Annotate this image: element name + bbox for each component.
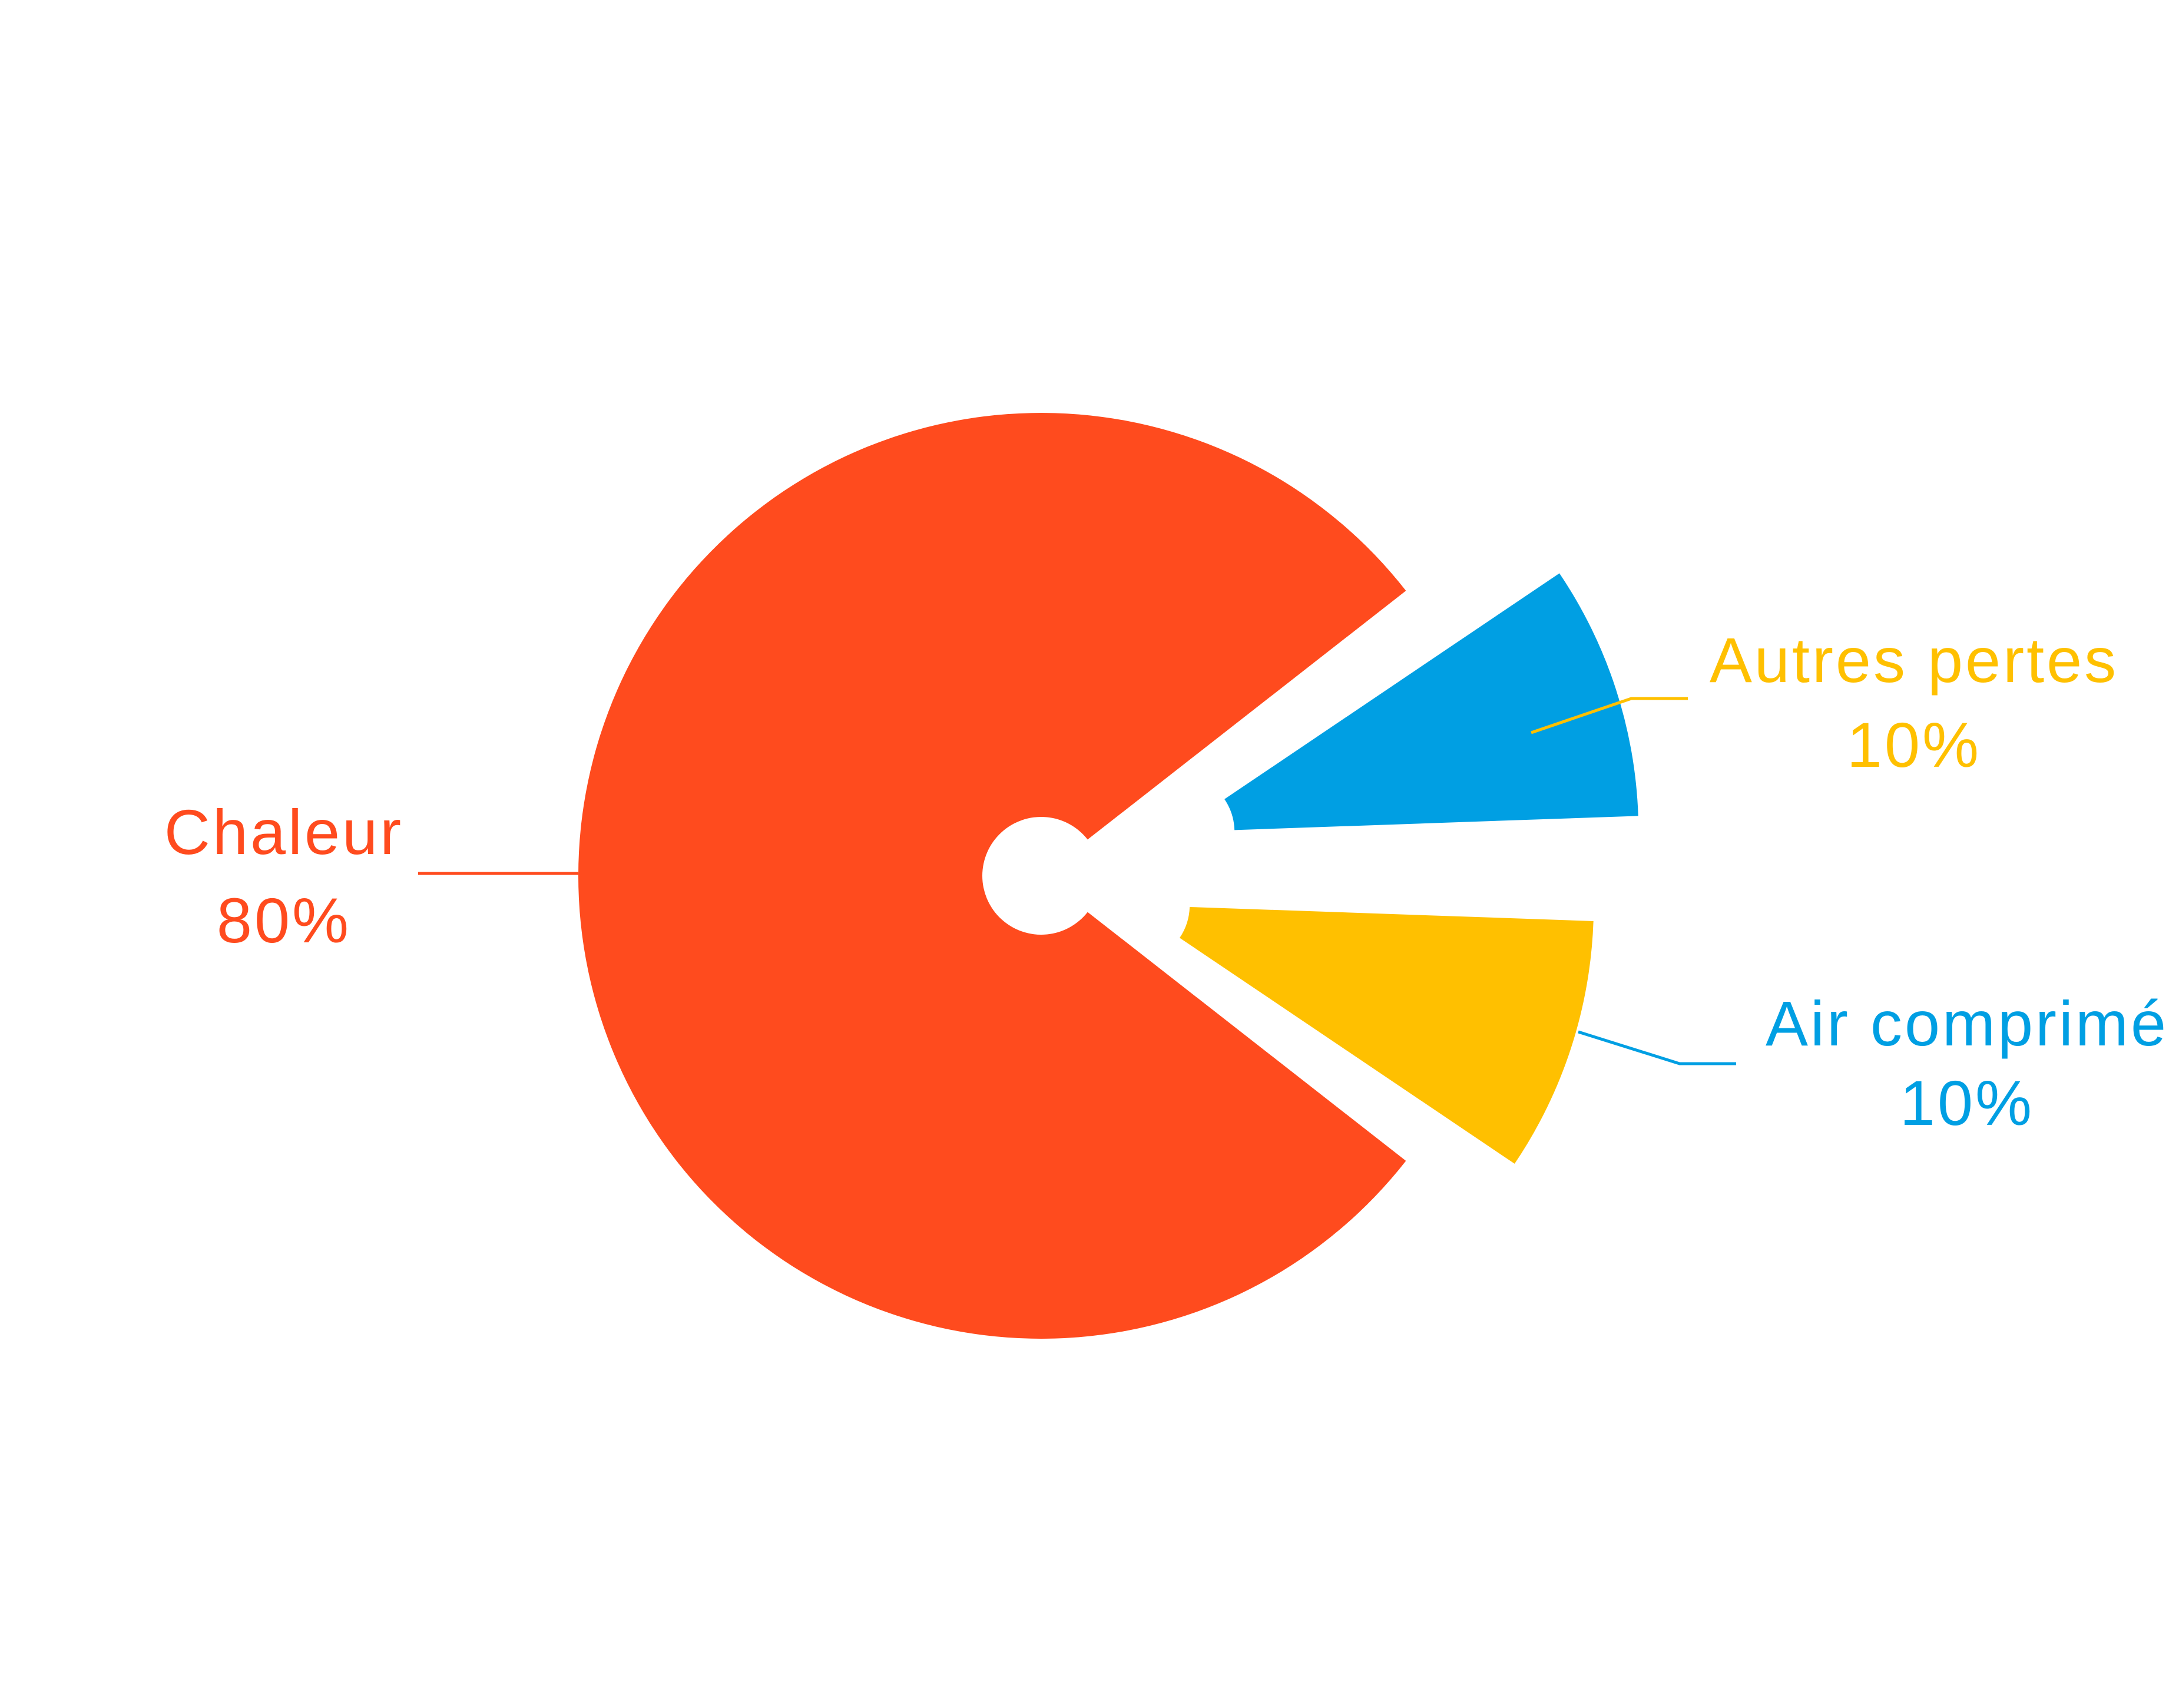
slice-chaleur <box>578 413 1406 1339</box>
value-autres-pertes: 10% <box>1847 709 1981 780</box>
leader-air-comprime <box>1578 1030 1736 1065</box>
value-air-comprime: 10% <box>1900 1067 2034 1138</box>
label-autres-pertes: Autres pertes <box>1710 624 2118 696</box>
slice-air-comprime <box>1224 573 1638 830</box>
leader-lines <box>418 697 1736 1065</box>
label-chaleur: Chaleur <box>164 796 403 868</box>
leader-autres-pertes <box>1531 697 1688 734</box>
value-chaleur: 80% <box>217 885 351 956</box>
slice-autres-pertes <box>1180 906 1594 1164</box>
label-air-comprime: Air comprimé <box>1766 988 2168 1059</box>
pie-slices <box>578 413 1638 1339</box>
